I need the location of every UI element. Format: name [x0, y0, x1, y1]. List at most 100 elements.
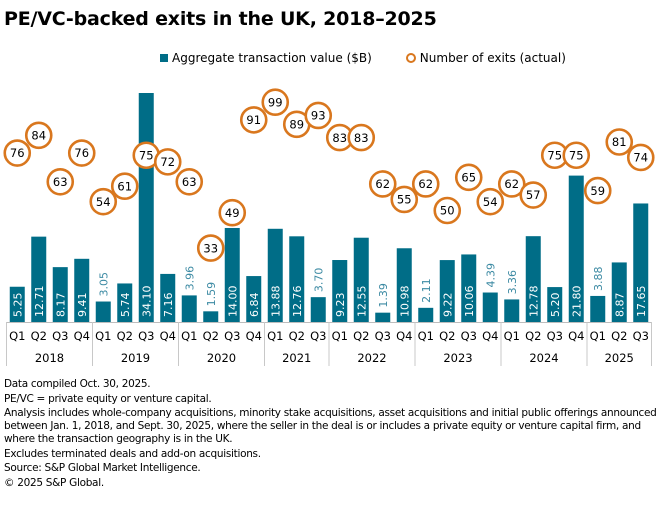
bar-2022-q3 — [375, 312, 391, 322]
quarter-tick-label: Q4 — [74, 329, 90, 343]
exit-marker: 91 — [239, 106, 268, 134]
note-definition: PE/VC = private equity or venture capita… — [4, 392, 212, 405]
exit-count-label: 63 — [53, 175, 68, 189]
exit-marker-circle — [67, 139, 96, 167]
quarter-tick-label: Q4 — [482, 329, 498, 343]
exit-count-label: 65 — [461, 171, 476, 185]
bar-value-label: 5.20 — [549, 293, 562, 318]
bar-value-label: 9.23 — [334, 293, 347, 318]
exit-count-label: 84 — [31, 129, 46, 143]
bar-2019-q4 — [160, 273, 176, 322]
bar-2024-q1 — [504, 299, 520, 322]
quarter-tick-label: Q4 — [568, 329, 584, 343]
note-data-compiled: Data compiled Oct. 30, 2025. — [4, 378, 151, 390]
quarter-tick-label: Q2 — [611, 329, 627, 343]
note-analysis-scope: Analysis includes whole-company acquisit… — [4, 407, 657, 445]
legend-label-exits: Number of exits (actual) — [419, 51, 566, 65]
exit-marker: 63 — [46, 167, 75, 196]
bar-value-label: 1.59 — [205, 282, 218, 307]
bar-2019-q1 — [95, 301, 111, 322]
bar-value-label: 3.88 — [592, 266, 605, 291]
bar-value-label: 3.36 — [506, 270, 519, 295]
exit-marker: 75 — [132, 141, 161, 170]
bar-value-label: 12.76 — [291, 286, 304, 318]
quarter-tick-label: Q2 — [289, 329, 305, 343]
exit-count-label: 62 — [375, 177, 390, 191]
bar-value-label: 21.80 — [570, 286, 583, 318]
exit-marker: 93 — [304, 101, 333, 130]
legend-bar-swatch — [160, 54, 168, 62]
exit-count-label: 75 — [547, 148, 562, 162]
bar-2024-q4 — [568, 175, 584, 322]
legend-item-exits: Number of exits (actual) — [405, 51, 566, 65]
exit-count-label: 61 — [117, 179, 132, 193]
exit-marker-circle — [390, 185, 419, 214]
exit-marker: 61 — [110, 172, 139, 200]
legend: Aggregate transaction value ($B) Number … — [160, 51, 600, 65]
bar-2020-q4 — [246, 276, 262, 322]
chart-notes: Data compiled Oct. 30, 2025. PE/VC = pri… — [4, 378, 660, 491]
quarter-tick-label: Q3 — [633, 329, 649, 343]
bar-value-label: 2.11 — [420, 278, 433, 303]
exit-marker-circle — [261, 88, 290, 117]
bar-2023-q3 — [461, 254, 477, 322]
bar-2024-q2 — [525, 236, 541, 322]
bar-2018-q1 — [9, 286, 25, 322]
note-copyright: © 2025 S&P Global. — [4, 476, 104, 489]
quarter-tick-label: Q2 — [525, 329, 541, 343]
exit-marker: 74 — [626, 143, 655, 172]
bar-value-label: 8.87 — [613, 293, 626, 318]
bar-value-label: 5.25 — [11, 293, 24, 318]
exit-marker: 76 — [67, 139, 96, 167]
exit-count-label: 89 — [289, 118, 304, 132]
exit-count-label: 62 — [418, 177, 433, 191]
exit-marker-circle — [368, 170, 397, 198]
exit-marker: 57 — [519, 181, 548, 209]
exit-marker: 55 — [390, 185, 419, 214]
bar-value-label: 8.17 — [54, 293, 67, 318]
exit-count-label: 76 — [10, 146, 25, 160]
exit-count-label: 72 — [160, 155, 175, 169]
quarter-tick-label: Q3 — [547, 329, 563, 343]
exit-count-label: 91 — [246, 113, 261, 127]
bar-2022-q2 — [353, 237, 369, 322]
exit-marker: 84 — [24, 121, 53, 150]
chart-title: PE/VC-backed exits in the UK, 2018–2025 — [4, 8, 437, 30]
bar-value-label: 4.39 — [484, 263, 497, 288]
year-tick-label: 2021 — [282, 351, 311, 365]
bar-value-label: 9.41 — [76, 293, 89, 318]
exit-marker: 65 — [454, 163, 483, 192]
year-tick-label: 2025 — [605, 351, 634, 365]
quarter-tick-label: Q2 — [203, 329, 219, 343]
bar-2025-q3 — [633, 203, 649, 322]
bar-value-label: 12.71 — [33, 286, 46, 318]
bar-value-label: 10.98 — [398, 286, 411, 318]
exit-marker-circle — [218, 198, 247, 227]
exit-count-label: 63 — [182, 175, 197, 189]
exit-marker: 99 — [261, 88, 290, 117]
bar-value-label: 7.16 — [162, 293, 175, 318]
bar-2020-q3 — [224, 227, 240, 322]
year-tick-label: 2020 — [207, 351, 236, 365]
exit-count-label: 93 — [311, 109, 326, 123]
quarter-tick-label: Q1 — [267, 329, 283, 343]
bar-2025-q2 — [611, 262, 627, 322]
exit-marker-circle — [454, 163, 483, 192]
exit-marker-circle — [24, 121, 53, 150]
quarter-tick-label: Q4 — [160, 329, 176, 343]
exit-marker-circle — [3, 139, 32, 167]
quarter-tick-label: Q2 — [439, 329, 455, 343]
exit-count-label: 76 — [74, 146, 89, 160]
quarter-tick-label: Q1 — [181, 329, 197, 343]
quarter-tick-label: Q1 — [95, 329, 111, 343]
bars-group: 5.25 12.71 8.17 9.41 3.05 5.74 34.10 7.16 3.96 1.… — [9, 93, 649, 322]
quarter-tick-label: Q1 — [590, 329, 606, 343]
exit-marker-circle — [411, 170, 440, 198]
exit-marker: 54 — [476, 187, 505, 216]
bar-value-label: 3.70 — [312, 268, 325, 293]
exit-marker: 59 — [583, 176, 612, 205]
bar-value-label: 3.05 — [97, 272, 110, 297]
exit-marker-circle — [476, 187, 505, 216]
quarter-tick-label: Q2 — [353, 329, 369, 343]
exit-marker-circle — [519, 181, 548, 209]
